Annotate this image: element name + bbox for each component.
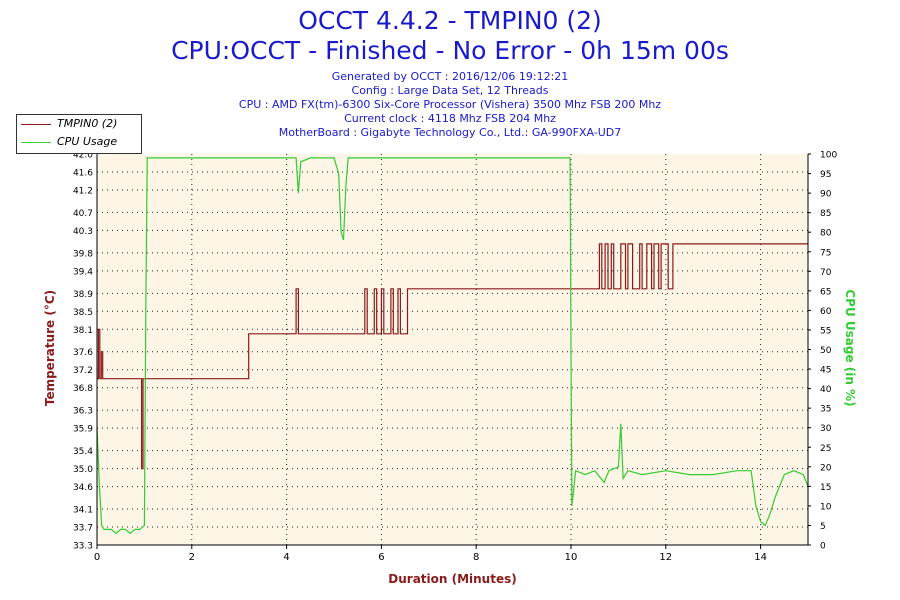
y2-tick-label: 25 bbox=[820, 444, 831, 454]
x-axis-label: Duration (Minutes) bbox=[388, 572, 516, 586]
y-tick-label: 35.9 bbox=[73, 425, 93, 435]
legend-swatch-temp bbox=[21, 124, 51, 125]
x-tick-label: 4 bbox=[283, 552, 289, 563]
legend: TMPIN0 (2) CPU Usage bbox=[16, 114, 142, 154]
info-clock: Current clock : 4118 Mhz FSB 204 Mhz bbox=[344, 112, 556, 125]
y-tick-label: 37.2 bbox=[73, 366, 93, 376]
y-tick-label: 41.2 bbox=[73, 186, 93, 196]
y-tick-label: 38.5 bbox=[73, 308, 93, 318]
y-tick-label: 38.9 bbox=[73, 290, 93, 300]
x-tick-label: 6 bbox=[378, 552, 384, 563]
y2-tick-label: 80 bbox=[820, 229, 832, 239]
y2-tick-label: 70 bbox=[820, 268, 832, 278]
y-tick-label: 34.1 bbox=[73, 506, 93, 516]
chart-title: OCCT 4.4.2 - TMPIN0 (2) bbox=[298, 6, 602, 35]
y2-tick-label: 50 bbox=[820, 346, 832, 356]
y2-tick-label: 30 bbox=[820, 424, 832, 434]
y-tick-label: 40.3 bbox=[73, 227, 93, 237]
y-tick-label: 33.7 bbox=[73, 524, 93, 534]
y2-tick-label: 90 bbox=[820, 190, 832, 200]
x-tick-label: 8 bbox=[473, 552, 479, 563]
y-tick-label: 39.8 bbox=[73, 249, 93, 259]
y2-tick-label: 65 bbox=[820, 287, 831, 297]
y-tick-label: 36.3 bbox=[73, 407, 93, 417]
x-tick-label: 12 bbox=[659, 552, 672, 563]
y2-tick-label: 0 bbox=[820, 542, 826, 552]
plot-area bbox=[97, 154, 808, 545]
x-tick-label: 0 bbox=[94, 552, 100, 563]
info-generated: Generated by OCCT : 2016/12/06 19:12:21 bbox=[331, 70, 569, 83]
info-config: Config : Large Data Set, 12 Threads bbox=[351, 84, 549, 97]
series-line-temp bbox=[97, 243, 808, 470]
y2-tick-label: 10 bbox=[820, 502, 832, 512]
y-tick-label: 35.0 bbox=[73, 465, 93, 475]
series-line-cpu bbox=[96, 157, 809, 535]
y2-tick-label: 40 bbox=[820, 385, 832, 395]
legend-label-cpu: CPU Usage bbox=[57, 135, 118, 148]
legend-item-cpu: CPU Usage bbox=[17, 133, 141, 151]
x-tick-label: 2 bbox=[189, 552, 195, 563]
chart-subtitle: CPU:OCCT - Finished - No Error - 0h 15m … bbox=[171, 36, 729, 65]
info-cpu: CPU : AMD FX(tm)-6300 Six-Core Processor… bbox=[238, 98, 662, 111]
y-tick-label: 38.1 bbox=[73, 326, 93, 336]
legend-label-temp: TMPIN0 (2) bbox=[57, 117, 118, 130]
y-tick-label: 36.8 bbox=[73, 384, 93, 394]
y2-tick-label: 15 bbox=[820, 483, 831, 493]
legend-item-temp: TMPIN0 (2) bbox=[17, 115, 141, 133]
y2-tick-label: 20 bbox=[820, 463, 832, 473]
info-motherboard: MotherBoard : Gigabyte Technology Co., L… bbox=[278, 126, 622, 139]
y-tick-label: 37.6 bbox=[73, 348, 93, 358]
y2-tick-label: 60 bbox=[820, 307, 832, 317]
y2-tick-label: 45 bbox=[820, 366, 831, 376]
y-axis-label: Temperature (°C) bbox=[43, 290, 57, 406]
x-tick-label: 14 bbox=[754, 552, 767, 563]
y-tick-label: 39.4 bbox=[73, 267, 93, 277]
y-tick-label: 41.6 bbox=[73, 168, 93, 178]
y2-tick-label: 75 bbox=[820, 248, 831, 258]
y-tick-label: 33.3 bbox=[73, 542, 93, 552]
x-tick-label: 10 bbox=[565, 552, 578, 563]
y2-tick-label: 95 bbox=[820, 170, 831, 180]
y2-tick-label: 5 bbox=[820, 522, 826, 532]
y-tick-label: 42.0 bbox=[73, 151, 93, 161]
y-tick-label: 40.7 bbox=[73, 209, 93, 219]
y2-axis-label: CPU Usage (in %) bbox=[843, 289, 857, 406]
y2-tick-label: 100 bbox=[820, 151, 837, 161]
y2-tick-label: 55 bbox=[820, 326, 831, 336]
y2-tick-label: 85 bbox=[820, 209, 831, 219]
y2-tick-label: 35 bbox=[820, 405, 831, 415]
legend-swatch-cpu bbox=[21, 142, 51, 143]
y-tick-label: 35.4 bbox=[73, 447, 93, 457]
y-tick-label: 34.6 bbox=[73, 483, 93, 493]
